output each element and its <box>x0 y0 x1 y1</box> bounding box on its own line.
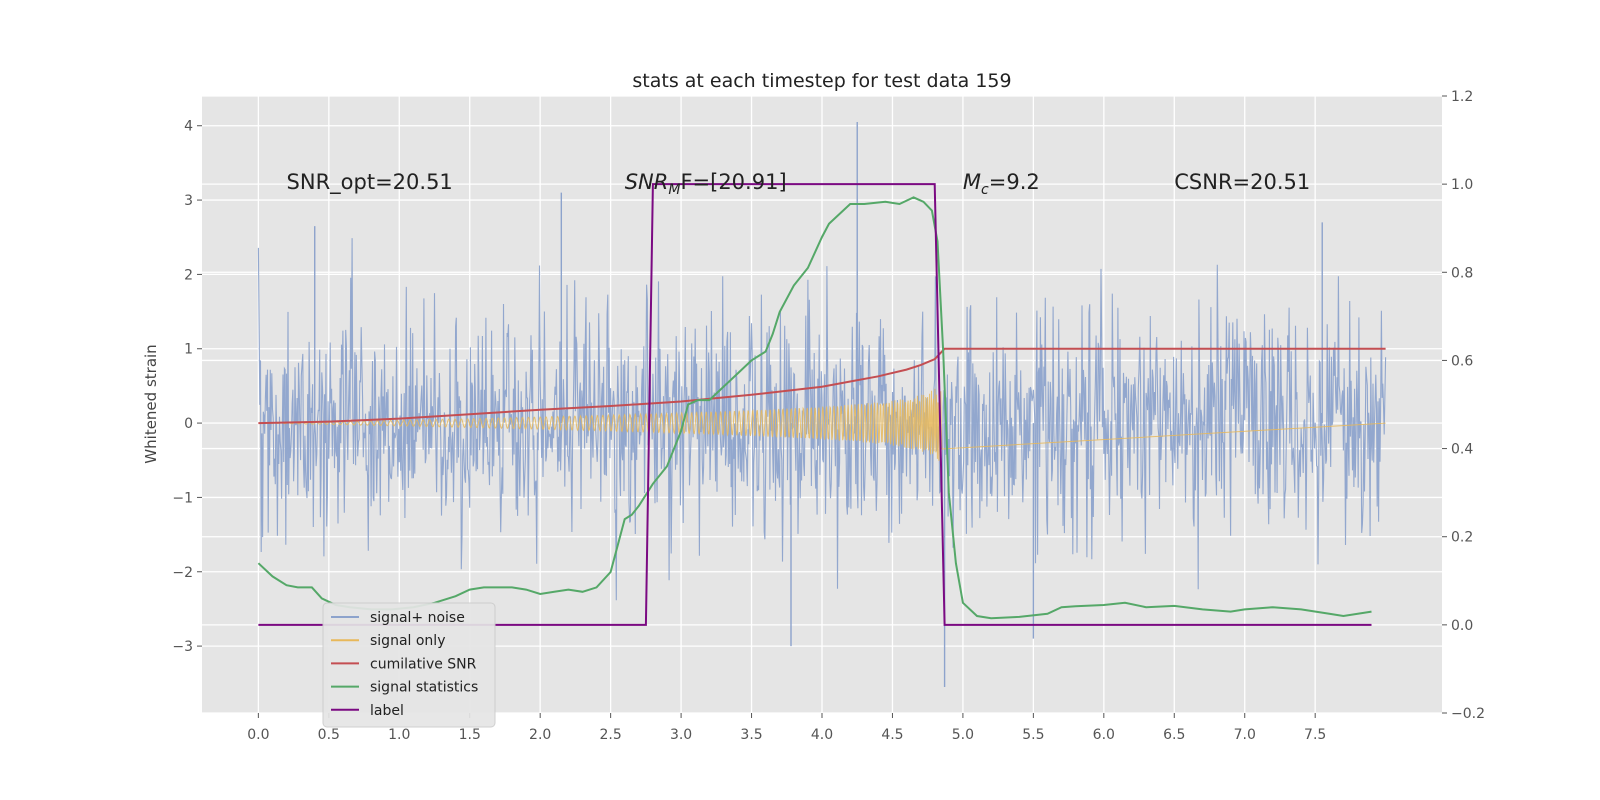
y-tick-label: −3 <box>172 639 193 655</box>
annotation-rest: F=[20.91] <box>680 170 786 194</box>
y-tick-label: 2 <box>184 267 193 283</box>
legend-label: cumilative SNR <box>370 656 477 672</box>
x-tick-label: 4.0 <box>811 727 833 743</box>
series-signal-noise <box>257 122 1387 687</box>
x-tick-label: 4.5 <box>881 727 903 743</box>
x-tick-label: 2.5 <box>600 727 622 743</box>
annotation-subscript: c <box>981 182 989 198</box>
annotation-3: CSNR=20.51 <box>1174 170 1310 194</box>
annotation-main: M <box>963 170 981 194</box>
ticks-layer: 0.0 0.5 1.0 1.5 2.0 2.5 3.0 3.5 4.0 4.5 5.0 5.5 6.0 6… <box>172 89 1485 743</box>
series-layer <box>257 122 1387 687</box>
y2-tick-label: 0.4 <box>1451 442 1473 458</box>
y2-tick-label: 0.6 <box>1451 353 1473 369</box>
x-tick-label: 7.5 <box>1304 727 1326 743</box>
y-tick-label: 3 <box>184 193 193 209</box>
y2-tick-label: 0.2 <box>1451 530 1473 546</box>
y-axis-label: Whitened strain <box>142 344 160 463</box>
x-tick-label: 3.0 <box>670 727 692 743</box>
y-tick-label: −1 <box>172 490 193 506</box>
legend: signal+ noise signal only cumilative SNR si… <box>322 602 496 728</box>
x-tick-label: 6.0 <box>1093 727 1115 743</box>
series-signal-only <box>258 388 1386 462</box>
y2-tick-label: −0.2 <box>1451 706 1485 722</box>
series-line <box>258 388 1386 462</box>
x-tick-label: 1.0 <box>388 727 410 743</box>
x-tick-label: 1.5 <box>459 727 481 743</box>
x-tick-label: 0.5 <box>318 727 340 743</box>
legend-label: signal statistics <box>370 680 478 696</box>
y2-tick-label: 0.8 <box>1451 265 1473 281</box>
x-tick-label: 5.5 <box>1022 727 1044 743</box>
y-tick-label: 0 <box>184 416 193 432</box>
y-tick-label: 4 <box>184 119 193 135</box>
x-tick-label: 0.0 <box>247 727 269 743</box>
legend-label: signal+ noise <box>370 610 465 626</box>
y2-tick-label: 1.2 <box>1451 89 1473 105</box>
x-tick-label: 2.0 <box>529 727 551 743</box>
annotations: SNR_opt=20.51 SNRMF=[20.91] Mc=9.2 CSNR=20.… <box>287 170 1311 198</box>
y-tick-label: 1 <box>184 342 193 358</box>
series-line <box>257 196 1372 620</box>
annotation-main: SNR <box>625 170 669 194</box>
chart-title: stats at each timestep for test data 159 <box>632 70 1011 92</box>
x-tick-label: 3.5 <box>740 727 762 743</box>
series-line <box>258 183 1372 626</box>
y2-tick-label: 0.0 <box>1451 618 1473 634</box>
series-label <box>258 183 1372 626</box>
legend-label: label <box>370 703 404 719</box>
series-line <box>257 238 1387 601</box>
annotation-0: SNR_opt=20.51 <box>287 170 453 195</box>
annotation-1: SNRMF=[20.91] <box>625 170 787 198</box>
annotation-rest: =9.2 <box>989 170 1040 194</box>
x-tick-label: 5.0 <box>952 727 974 743</box>
y-tick-label: −2 <box>172 565 193 581</box>
x-tick-label: 7.0 <box>1234 727 1256 743</box>
annotation-2: Mc=9.2 <box>963 170 1040 198</box>
legend-box <box>322 602 496 728</box>
series-cumilative-snr <box>258 347 1386 425</box>
y2-tick-label: 1.0 <box>1451 177 1473 193</box>
legend-label: signal only <box>370 633 445 649</box>
x-tick-label: 6.5 <box>1163 727 1185 743</box>
annotation-subscript: M <box>668 182 680 198</box>
series-line <box>258 347 1386 425</box>
series-signal-statistics <box>257 196 1372 620</box>
